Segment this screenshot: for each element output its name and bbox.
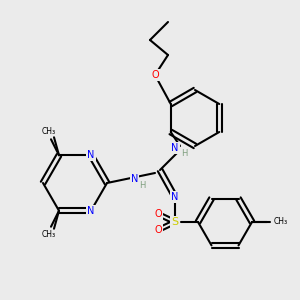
Text: H: H [181,149,187,158]
Text: CH₃: CH₃ [42,127,56,136]
Text: N: N [171,143,179,153]
Text: N: N [131,173,138,184]
Text: S: S [171,217,178,227]
Text: N: N [87,150,95,160]
Text: H: H [139,181,146,190]
Text: O: O [151,70,159,80]
Text: CH₃: CH₃ [274,218,288,226]
Text: N: N [171,192,179,202]
Text: O: O [154,225,162,235]
Text: N: N [87,206,95,216]
Text: O: O [154,209,162,219]
Text: CH₃: CH₃ [42,230,56,239]
